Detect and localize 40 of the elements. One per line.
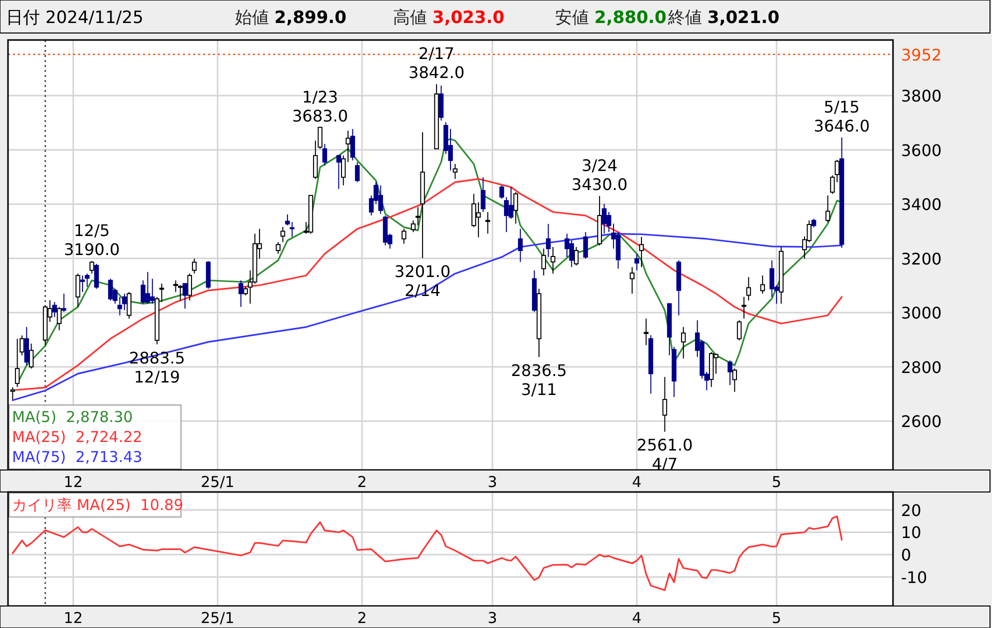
x-tick-label: 3 [488,473,498,491]
y-tick-label: 20 [901,500,922,520]
annotation: 2836.5 3/11 [511,361,567,400]
text: MA(25) 2,724.22 [12,428,142,446]
y-tick-label: -10 [901,568,928,587]
x-tick-label: 2 [357,473,367,491]
x-tick-label: 4 [632,473,642,491]
y-tick-label: 3000 [901,304,942,323]
series-label: MA(5) 2,878.30 [12,408,133,426]
x-tick-label: 12 [64,609,83,627]
x-tick-label: 2 [357,609,367,627]
text: 終値 3,021.0 [667,8,780,28]
x-tick-label: 25/1 [200,473,234,491]
y-tick-label: 3400 [901,195,942,214]
y-tick-label: 3800 [901,86,942,106]
chart-title: 日付 2024/11/25 [6,8,144,28]
annotation: 1/23 3683.0 [292,87,348,126]
x-tick-label: 4 [632,609,642,627]
x-tick-label: 3 [488,609,498,627]
y-tick-label: 10 [901,523,922,542]
y-tick-label: 3600 [901,140,942,160]
text: 安値 2,880.0 [555,8,667,28]
annotation: 3/24 3430.0 [572,156,628,194]
x-tick-label: 25/1 [200,609,234,627]
y-tick-label: 2800 [901,358,942,377]
text: 始値 2,899.0 [235,8,347,28]
annotation: 5/15 3646.0 [814,97,870,136]
annotation: 2/17 3842.0 [408,44,465,82]
x-tick-label: 5 [772,609,782,627]
text: 高値 3,023.0 [393,8,505,28]
series-label: カイリ率 MA(25) 10.89 [12,496,184,514]
text: MA(75) 2,713.43 [12,448,142,466]
y-tick-label: 0 [901,546,912,565]
annotation: 12/5 3190.0 [64,221,120,260]
x-tick-label: 5 [772,473,782,491]
x-tick-label: 12 [64,473,83,491]
y-tick-label: 3200 [901,249,942,268]
annotation: 2561.0 4/7 [636,436,693,474]
ref-line-label: 3952 [901,45,942,64]
y-tick-label: 2600 [901,412,942,432]
